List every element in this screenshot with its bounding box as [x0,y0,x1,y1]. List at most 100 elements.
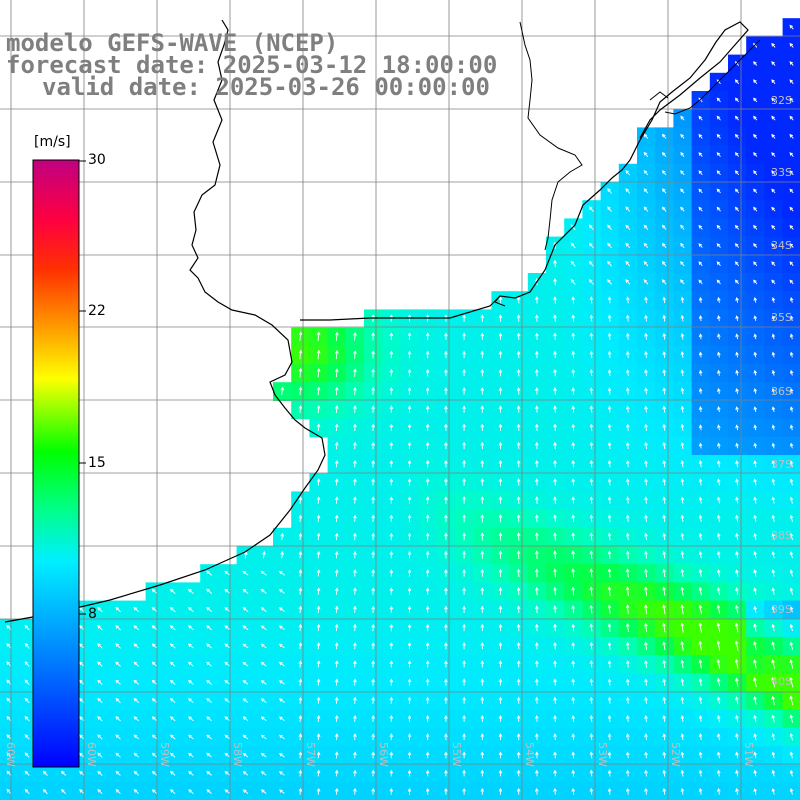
wind-arrow [607,296,612,304]
wind-arrow [444,678,448,686]
wind-arrow [389,787,394,795]
wind-arrow [260,625,267,631]
wind-arrow [661,224,667,230]
wind-speed-cell [782,254,800,274]
wind-arrow [133,697,140,704]
wind-arrow [607,714,612,722]
wind-arrow [570,278,576,285]
wind-arrow [334,459,339,468]
wind-arrow [187,588,194,594]
wind-speed-cell [782,582,800,602]
wind-arrow [534,441,539,450]
wind-arrow [789,133,794,139]
wind-speed-cell [782,655,800,674]
coastline-north [300,21,749,321]
wind-speed-cell [782,36,800,56]
wind-speed-cell [782,564,800,583]
wind-speed-cell [782,382,800,401]
wind-arrow [662,314,667,322]
wind-arrow [534,733,539,741]
wind-speed-cell [782,163,800,183]
wind-arrow [588,242,594,249]
wind-arrow [607,206,612,212]
wind-arrow [389,769,394,777]
wind-arrow [335,349,339,360]
wind-arrow [534,423,539,431]
wind-arrow [789,551,794,559]
wind-arrow [353,331,357,341]
wind-arrow [735,550,739,559]
wind-arrow [534,787,539,795]
wind-arrow [662,496,666,504]
wind-arrow [771,387,776,394]
wind-arrow [371,569,376,577]
wind-speed-cell [782,691,800,711]
wind-arrow [680,769,685,777]
wind-arrow [516,496,521,504]
wind-arrow [24,643,30,649]
wind-arrow [662,568,666,578]
wind-arrow [316,660,321,668]
wind-speed-cell [109,782,128,800]
wind-arrow [698,714,703,722]
wind-arrow [260,570,267,576]
wind-arrow [771,333,776,340]
wind-arrow [771,133,776,139]
wind-arrow [444,769,448,777]
lon-label: 53W [596,742,609,767]
lon-label: 60W [85,742,98,767]
wind-arrow [680,622,684,633]
wind-arrow [771,188,776,194]
title-forecast-date: forecast date: 2025-03-12 18:00:00 [6,51,498,79]
wind-arrow [771,587,776,595]
wind-arrow [734,79,740,85]
wind-arrow [680,188,685,194]
wind-arrow [753,751,757,759]
wind-arrow [316,696,321,704]
wind-arrow [298,569,303,577]
wind-arrow [643,242,649,249]
wind-arrow [316,367,321,378]
wind-arrow [534,660,539,668]
wind-speed-cell [782,455,800,474]
wind-arrow [169,625,176,631]
wind-arrow [516,587,521,596]
wind-speed-cell [36,782,56,800]
wind-arrow [734,97,740,103]
wind-arrow [298,550,303,559]
wind-arrow [643,151,649,158]
wind-arrow [735,714,739,723]
colorbar-tick-30: 30 [88,152,106,168]
wind-arrow [462,678,466,686]
wind-arrow [97,789,103,795]
wind-arrow [644,659,648,668]
wind-arrow [61,788,67,795]
wind-arrow [188,752,194,758]
wind-arrow [753,170,758,176]
wind-arrow [680,696,685,704]
wind-arrow [316,514,321,522]
wind-arrow [698,733,703,741]
wind-arrow [644,532,648,541]
wind-arrow [644,332,648,340]
wind-arrow [662,769,667,777]
wind-arrow [389,405,394,413]
wind-arrow [734,640,739,651]
wind-arrow [278,625,285,631]
wind-arrow [589,751,594,759]
wind-arrow [389,605,394,613]
wind-arrow [97,716,103,722]
wind-arrow [607,769,612,777]
wind-arrow [389,660,394,668]
wind-arrow [625,206,631,212]
wind-arrow [753,333,758,340]
wind-arrow [680,115,685,121]
wind-arrow [571,605,575,614]
lon-label: 55W [450,742,463,767]
wind-arrow [498,678,503,686]
wind-speed-cell [782,728,800,747]
wind-arrow [371,350,376,359]
wind-arrow [188,770,194,776]
wind-arrow [625,188,631,194]
wind-arrow [698,296,703,303]
